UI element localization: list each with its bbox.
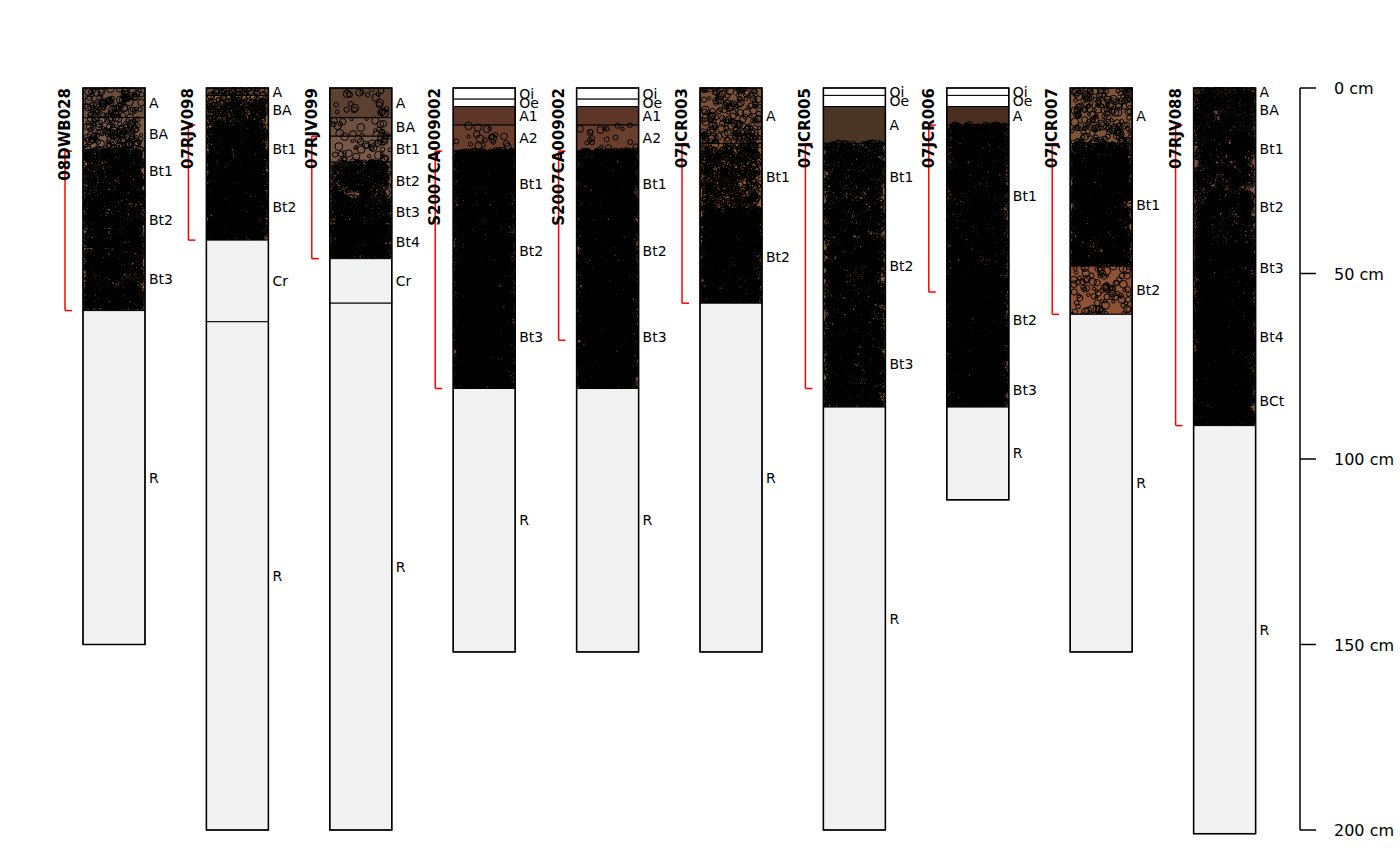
chart: ABABt1Bt2Bt3R08DWB028ABABt1Bt2CrR07RJV09…	[0, 0, 1400, 866]
profile	[83, 85, 145, 645]
rock-fragments	[83, 188, 145, 251]
rock-fragments	[83, 244, 145, 314]
profiles	[65, 84, 1256, 833]
